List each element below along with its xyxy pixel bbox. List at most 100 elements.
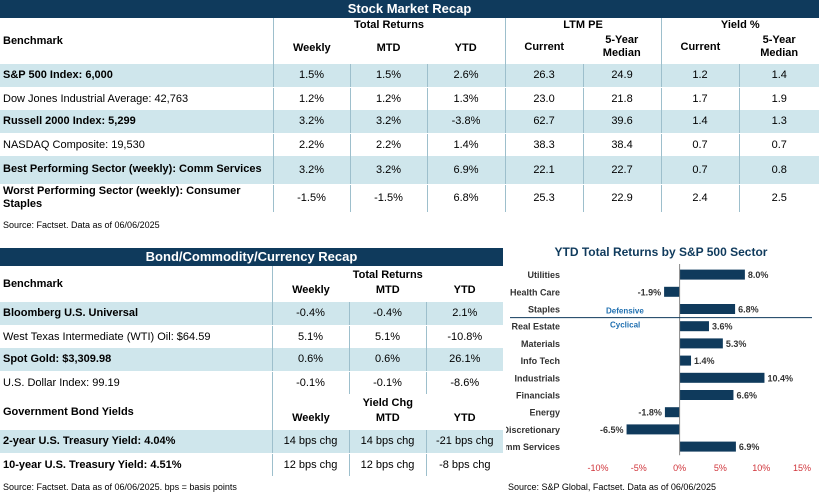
- ytd-cell: -8.6%: [450, 376, 480, 389]
- gov-mtd-header: MTD: [375, 412, 400, 424]
- sector-returns-chart: YTD Total Returns by S&P 500 Sector Utili…: [506, 245, 812, 473]
- pe-current-cell: 23.0: [505, 87, 584, 110]
- data-label: -1.8%: [638, 408, 662, 418]
- pe-median-cell: 21.8: [583, 87, 662, 110]
- table-row: 2-year U.S. Treasury Yield: 4.04% 14 bps…: [0, 430, 504, 454]
- table-row: 10-year U.S. Treasury Yield: 4.51% 12 bp…: [0, 453, 503, 476]
- weekly-cell: -0.1%: [272, 371, 350, 394]
- category-label: Energy: [529, 408, 560, 418]
- weekly-cell: 1.2%: [273, 87, 351, 110]
- table-row: West Texas Intermediate (WTI) Oil: $64.5…: [0, 325, 503, 348]
- ytd-cell: -10.8%: [447, 330, 483, 343]
- bond-source: Source: Factset. Data as of 06/06/2025. …: [3, 482, 237, 492]
- ytd-cell: 1.3%: [427, 87, 506, 110]
- pe-current-cell: 25.3: [505, 184, 584, 212]
- gov-ytd-header: YTD: [453, 412, 476, 424]
- category-label: Discretionary: [506, 425, 560, 435]
- yield-current-cell: 1.7: [661, 87, 740, 110]
- bar: [664, 407, 680, 418]
- pe-current-header: Current: [524, 41, 565, 53]
- gov-weekly-header: Weekly: [292, 412, 330, 424]
- yield-current-cell: 2.4: [661, 184, 740, 212]
- table-row: S&P 500 Index: 6,000 1.5% 1.5% 2.6% 26.3…: [0, 64, 819, 88]
- weekly-cell: 3.2%: [273, 110, 351, 134]
- table-row: NASDAQ Composite: 19,530 2.2% 2.2% 1.4% …: [0, 133, 819, 156]
- category-label: Financials: [516, 391, 560, 401]
- category-label: Health Care: [510, 287, 560, 297]
- pe-current-cell: 38.3: [505, 133, 584, 156]
- mtd-cell: 1.2%: [350, 87, 428, 110]
- pe-current-cell: 22.1: [505, 156, 584, 185]
- weekly-cell: -0.4%: [272, 302, 350, 326]
- category-label: Materials: [521, 339, 560, 349]
- weekly-cell: -1.5%: [273, 184, 351, 212]
- yield-median-cell: 1.9: [771, 92, 787, 105]
- weekly-cell: 14 bps chg: [272, 430, 350, 454]
- treasury-name: 2-year U.S. Treasury Yield: 4.04%: [0, 430, 273, 454]
- bar: [679, 390, 734, 400]
- defensive-annotation: Defensive: [606, 307, 644, 316]
- ytd-cell: -8 bps chg: [439, 458, 491, 471]
- total-returns-group-header: Total Returns: [353, 19, 425, 31]
- category-label: Info Tech: [521, 356, 560, 366]
- bond-ytd-header: YTD: [453, 284, 476, 296]
- ytd-cell: 2.6%: [427, 64, 506, 88]
- mtd-cell: 2.2%: [350, 133, 428, 156]
- table-row: Russell 2000 Index: 5,299 3.2% 3.2% -3.8…: [0, 110, 819, 134]
- bond-weekly-header: Weekly: [292, 284, 330, 296]
- x-tick-label: 5%: [714, 463, 727, 473]
- pe-current-cell: 26.3: [505, 64, 584, 88]
- pe-median-header: 5-Year Median: [602, 34, 641, 59]
- bond-benchmark-header: Benchmark: [0, 266, 273, 302]
- ytd-cell: -3.8%: [427, 110, 506, 134]
- mtd-cell: 0.6%: [349, 348, 427, 372]
- stock-recap-table: Benchmark Total Returns Weekly MTD YTD L…: [0, 18, 819, 212]
- yield-median-cell: 1.4: [739, 64, 819, 88]
- ytd-cell: 6.8%: [427, 184, 506, 212]
- benchmark-name: Worst Performing Sector (weekly): Consum…: [0, 184, 274, 212]
- mtd-header: MTD: [376, 42, 401, 54]
- yield-chg-header: Yield Chg: [362, 397, 413, 409]
- mtd-cell: 14 bps chg: [349, 430, 427, 454]
- data-label: 8.0%: [748, 270, 769, 280]
- bar: [679, 441, 736, 452]
- stock-source: Source: Factset. Data as of 06/06/2025: [3, 220, 160, 230]
- yield-current-cell: 0.7: [661, 156, 740, 185]
- pe-median-cell: 39.6: [583, 110, 662, 134]
- ytd-cell: 26.1%: [426, 348, 504, 372]
- mtd-cell: 12 bps chg: [349, 453, 427, 476]
- weekly-cell: 3.2%: [273, 156, 351, 185]
- ytd-header: YTD: [454, 42, 477, 54]
- yield-current-cell: 1.2: [661, 64, 740, 88]
- pe-median-cell: 24.9: [583, 64, 662, 88]
- yield-current-cell: 1.4: [661, 110, 740, 134]
- pe-current-cell: 62.7: [505, 110, 584, 134]
- ytd-cell: -21 bps chg: [426, 430, 504, 454]
- treasury-name: 10-year U.S. Treasury Yield: 4.51%: [0, 453, 273, 476]
- data-label: 6.8%: [738, 305, 759, 315]
- benchmark-name: Dow Jones Industrial Average: 42,763: [0, 87, 274, 110]
- table-row: U.S. Dollar Index: 99.19 -0.1% -0.1% -8.…: [0, 371, 503, 394]
- chart-title: YTD Total Returns by S&P 500 Sector: [555, 245, 768, 259]
- x-tick-label: -10%: [587, 463, 608, 473]
- benchmark-name: S&P 500 Index: 6,000: [0, 64, 274, 88]
- mtd-cell: 1.5%: [350, 64, 428, 88]
- data-label: 10.4%: [767, 373, 793, 383]
- data-label: -6.5%: [600, 425, 624, 435]
- yield-group-header: Yield %: [720, 19, 760, 31]
- mtd-cell: 3.2%: [350, 156, 428, 185]
- gov-bond-yields-header: Government Bond Yields: [0, 394, 273, 430]
- benchmark-name: West Texas Intermediate (WTI) Oil: $64.5…: [0, 325, 273, 348]
- bar: [679, 321, 709, 332]
- data-label: 5.3%: [726, 339, 747, 349]
- ytd-cell: 6.9%: [427, 156, 506, 185]
- mtd-cell: -0.1%: [349, 371, 427, 394]
- chart-source: Source: S&P Global, Factset. Data as of …: [508, 482, 716, 492]
- bond-total-returns-header: Total Returns: [352, 269, 423, 281]
- data-label: 1.4%: [694, 356, 715, 366]
- yield-median-cell: 0.7: [771, 138, 787, 151]
- table-row: Best Performing Sector (weekly): Comm Se…: [0, 156, 819, 185]
- table-row: Bloomberg U.S. Universal -0.4% -0.4% 2.1…: [0, 302, 504, 326]
- bar: [664, 286, 680, 297]
- yield-median-cell: 1.3: [739, 110, 819, 134]
